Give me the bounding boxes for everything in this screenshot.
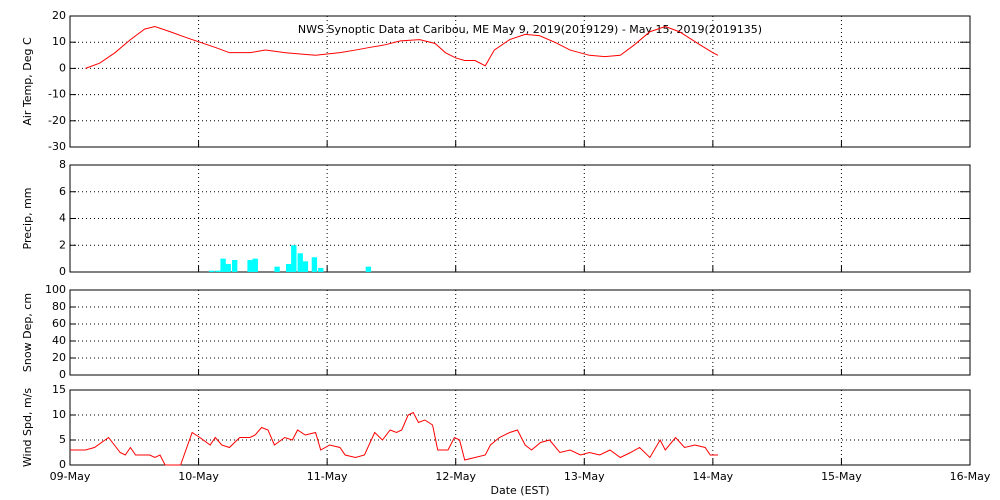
y-tick-label: 0 xyxy=(59,368,66,381)
y-tick-label: 8 xyxy=(59,158,66,171)
y-tick-label: 5 xyxy=(59,433,66,446)
y-tick-label: 15 xyxy=(52,383,66,396)
bar xyxy=(274,266,280,272)
y-tick-label: 100 xyxy=(45,283,66,296)
bar xyxy=(297,253,303,272)
y-tick-label: 6 xyxy=(59,185,66,198)
x-tick-label: 11-May xyxy=(307,470,348,483)
x-tick-label: 14-May xyxy=(692,470,733,483)
bar xyxy=(252,258,258,272)
x-tick-label: 10-May xyxy=(178,470,219,483)
bar xyxy=(208,270,215,272)
plot-frame xyxy=(69,164,971,273)
y-tick-label: 80 xyxy=(52,300,66,313)
y-tick-label: -30 xyxy=(48,140,66,153)
bar xyxy=(365,266,372,272)
bar xyxy=(220,258,226,272)
y-axis-label: Wind Spd, m/s xyxy=(21,388,34,468)
x-tick-label: 12-May xyxy=(435,470,476,483)
bar xyxy=(318,267,324,272)
plot-frame xyxy=(69,15,971,148)
bar xyxy=(232,259,238,272)
y-tick-label: -20 xyxy=(48,114,66,127)
y-tick-label: 60 xyxy=(52,317,66,330)
x-tick-label: 13-May xyxy=(564,470,605,483)
bar xyxy=(286,263,292,272)
y-axis-label: Snow Dep, cm xyxy=(21,293,34,372)
plot-frame xyxy=(69,289,971,376)
bar xyxy=(215,270,221,272)
bar xyxy=(302,261,309,272)
bar xyxy=(225,263,231,272)
y-tick-label: 0 xyxy=(59,265,66,278)
bar xyxy=(311,257,318,272)
x-tick-label: 09-May xyxy=(50,470,91,483)
y-tick-label: -10 xyxy=(48,88,66,101)
y-tick-label: 20 xyxy=(52,9,66,22)
plot-frame xyxy=(69,389,971,466)
y-tick-label: 2 xyxy=(59,238,66,251)
data-line xyxy=(85,25,719,69)
y-tick-label: 0 xyxy=(59,458,66,471)
bar xyxy=(247,259,253,272)
chart-title: NWS Synoptic Data at Caribou, ME May 9, … xyxy=(298,23,762,36)
y-tick-label: 0 xyxy=(59,61,66,74)
x-axis-label: Date (EST) xyxy=(490,484,549,497)
y-tick-label: 20 xyxy=(52,351,66,364)
y-tick-label: 10 xyxy=(52,35,66,48)
x-tick-label: 16-May xyxy=(950,470,991,483)
x-tick-label: 15-May xyxy=(821,470,862,483)
y-tick-label: 40 xyxy=(52,334,66,347)
y-tick-label: 10 xyxy=(52,408,66,421)
y-tick-label: 4 xyxy=(59,212,66,225)
data-line xyxy=(70,411,718,466)
y-axis-label: Precip, mm xyxy=(21,188,34,250)
y-axis-label: Air Temp, Deg C xyxy=(21,37,34,126)
bar xyxy=(291,245,297,272)
